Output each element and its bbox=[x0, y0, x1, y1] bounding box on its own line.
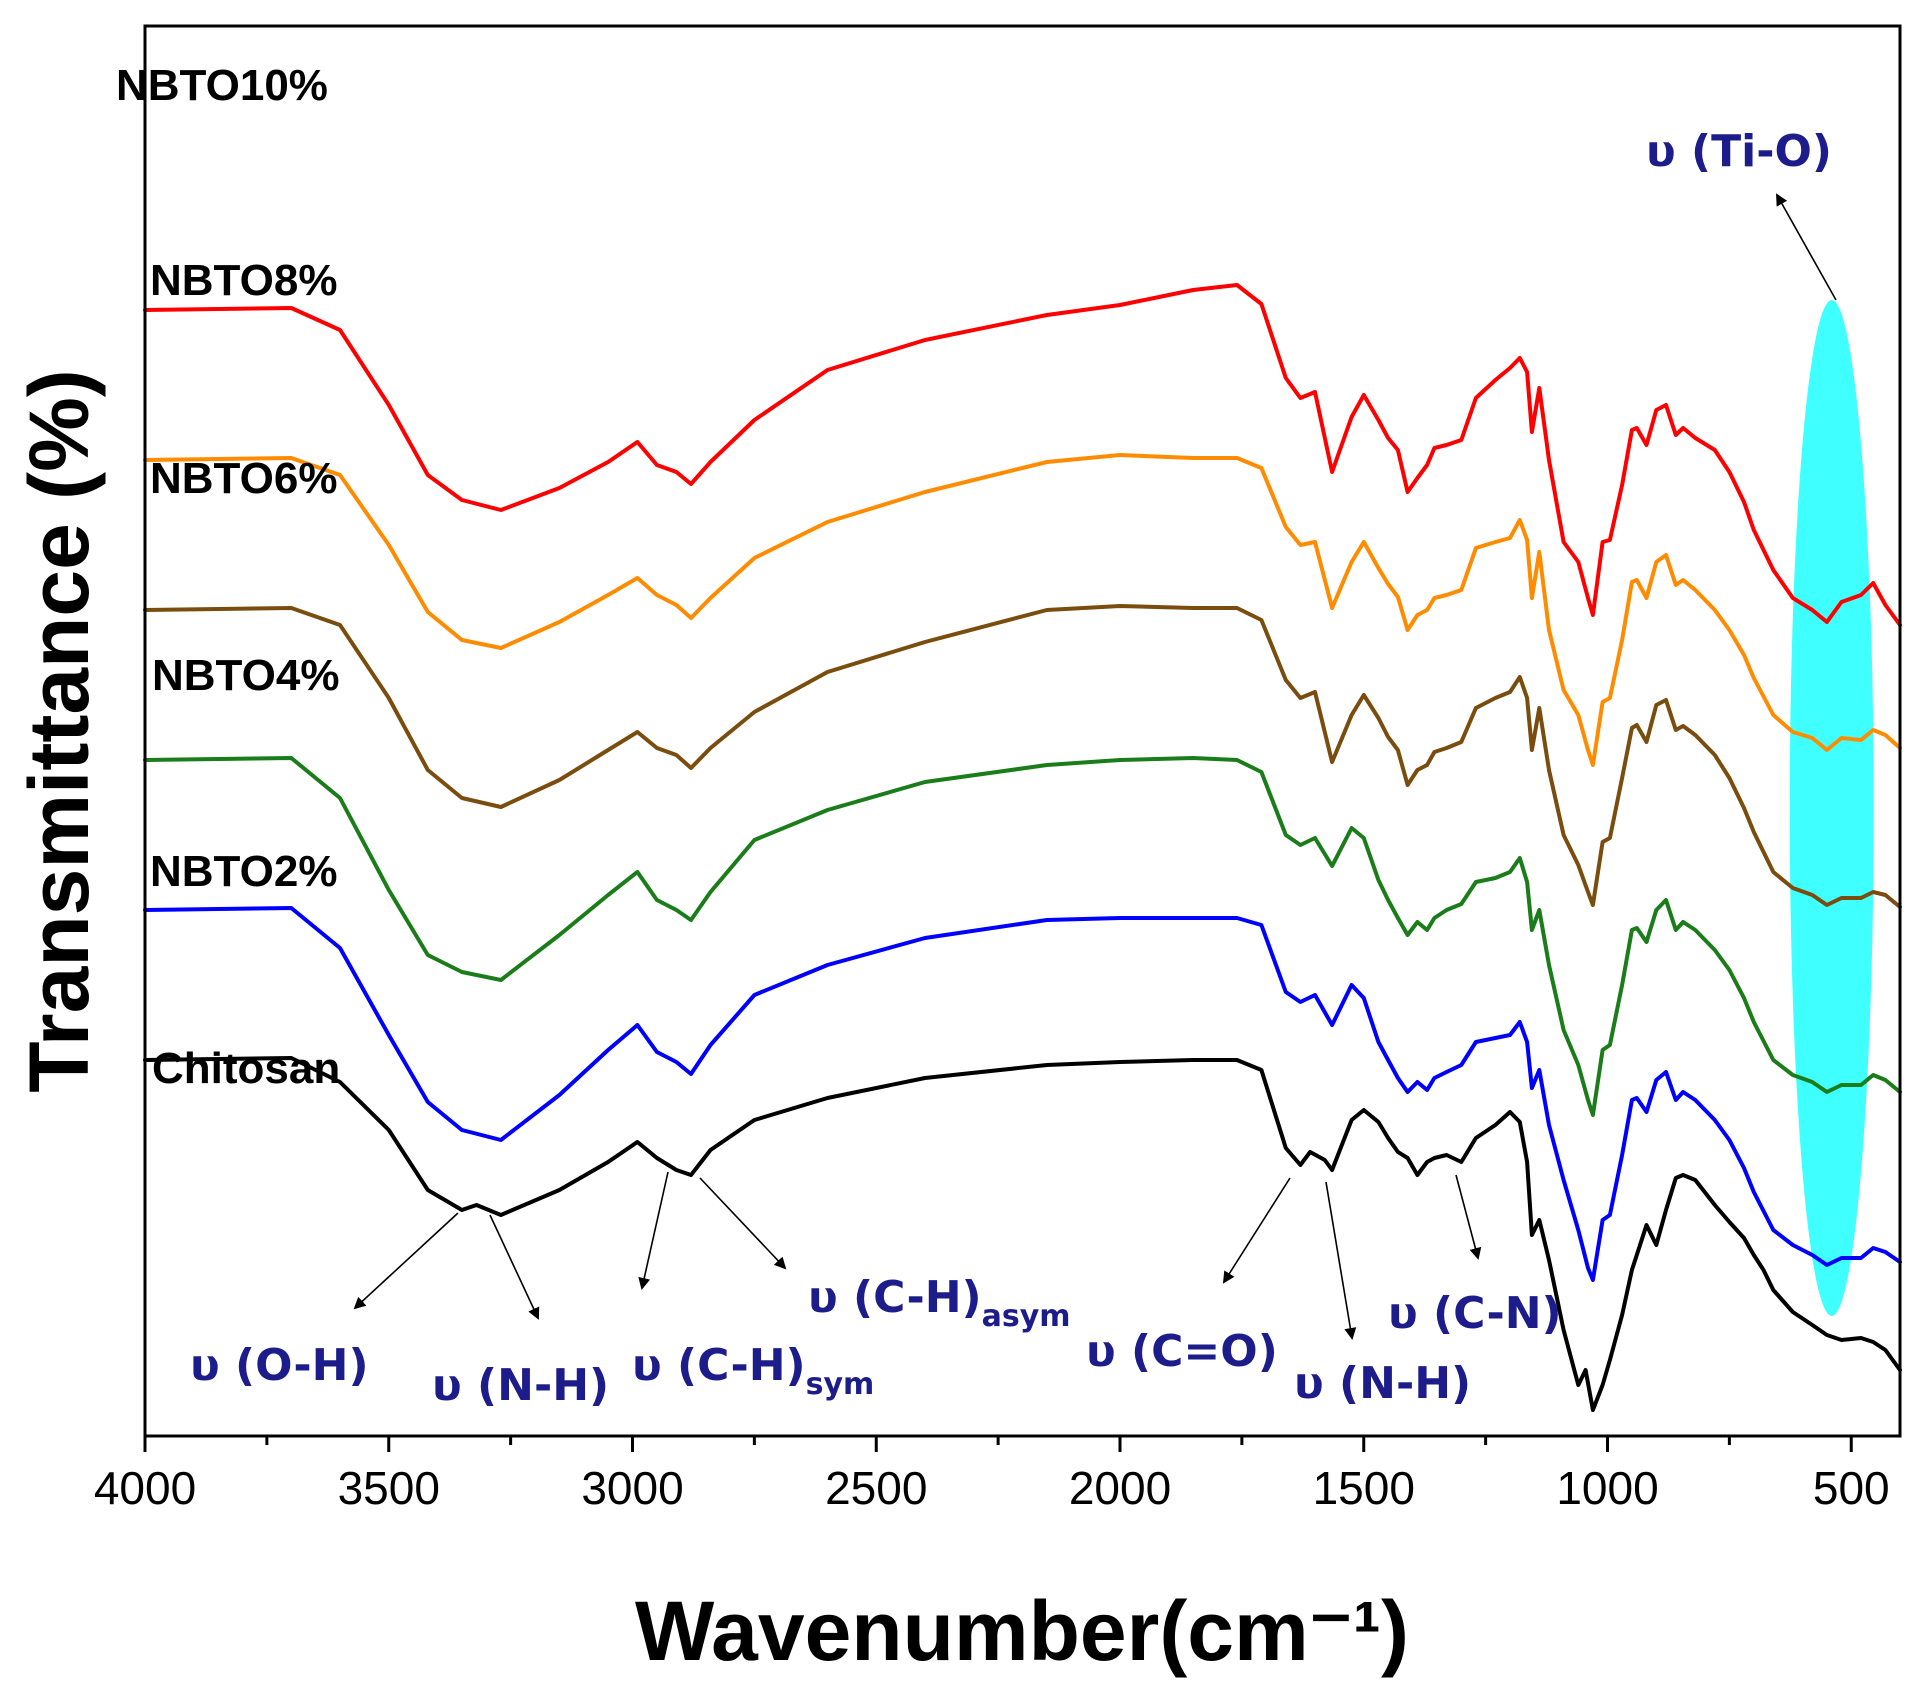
x-tick-label-3000: 3000 bbox=[581, 1462, 683, 1514]
x-ticks: 4000 3500 3000 2500 2000 1500 1000 500 bbox=[94, 1436, 1890, 1514]
label-nh2: υ (N-H) bbox=[1294, 1358, 1471, 1409]
series-line-nbto2pct bbox=[143, 906, 1902, 1282]
label-cn: υ (C-N) bbox=[1388, 1288, 1562, 1339]
series-label-nbto2: NBTO2% bbox=[150, 847, 337, 896]
label-nh1: υ (N-H) bbox=[432, 1360, 609, 1411]
series-labels: NBTO10% NBTO8% NBTO6% NBTO4% NBTO2% Chit… bbox=[116, 61, 340, 1093]
label-chsym: υ (C-H)sym bbox=[632, 1340, 874, 1402]
series-label-nbto8: NBTO8% bbox=[150, 256, 337, 305]
arrow-co bbox=[1222, 1177, 1291, 1284]
x-tick-label-1000: 1000 bbox=[1556, 1462, 1658, 1514]
plot-frame bbox=[143, 24, 1902, 1438]
arrow-oh bbox=[353, 1212, 459, 1310]
series-line-nbto10pct bbox=[143, 283, 1902, 627]
label-oh: υ (O-H) bbox=[190, 1340, 369, 1391]
label-co: υ (C=O) bbox=[1086, 1326, 1278, 1377]
x-tick-label-500: 500 bbox=[1813, 1462, 1890, 1514]
arrow-chsym bbox=[638, 1171, 669, 1290]
x-tick-label-4000: 4000 bbox=[94, 1462, 196, 1514]
label-chasym-main: υ (C-H) bbox=[808, 1272, 982, 1323]
arrow-cn bbox=[1455, 1174, 1482, 1260]
ti-o-highlight-ellipse bbox=[1789, 300, 1874, 1316]
series-line-chitosan bbox=[143, 1056, 1902, 1412]
label-tio: υ (Ti-O) bbox=[1646, 126, 1832, 177]
x-tick-label-2500: 2500 bbox=[825, 1462, 927, 1514]
arrow-nh1 bbox=[489, 1214, 540, 1320]
x-axis-title: Wavenumber(cm⁻¹) bbox=[635, 1584, 1409, 1678]
annotation-labels: υ (O-H) υ (N-H) υ (C-H)sym υ (C-H)asym υ… bbox=[190, 126, 1832, 1411]
label-chsym-main: υ (C-H) bbox=[632, 1340, 806, 1391]
series-group bbox=[143, 283, 1902, 1412]
label-chasym-sub: asym bbox=[982, 1299, 1071, 1334]
x-tick-label-2000: 2000 bbox=[1069, 1462, 1171, 1514]
series-label-nbto10: NBTO10% bbox=[116, 61, 328, 110]
series-label-nbto4: NBTO4% bbox=[152, 651, 339, 700]
y-axis-title: Transmittance (%) bbox=[12, 369, 106, 1093]
series-line-nbto8pct bbox=[143, 453, 1902, 767]
series-line-nbto4pct bbox=[143, 756, 1902, 1117]
series-label-chitosan: Chitosan bbox=[152, 1044, 340, 1093]
arrow-chasym bbox=[699, 1177, 787, 1270]
annotation-arrows bbox=[353, 193, 1837, 1340]
arrow-tio bbox=[1776, 193, 1837, 301]
series-label-nbto6: NBTO6% bbox=[150, 454, 337, 503]
label-chasym: υ (C-H)asym bbox=[808, 1272, 1071, 1334]
x-tick-label-3500: 3500 bbox=[338, 1462, 440, 1514]
label-chsym-sub: sym bbox=[806, 1367, 875, 1402]
arrow-nh2 bbox=[1325, 1181, 1357, 1340]
x-tick-label-1500: 1500 bbox=[1313, 1462, 1415, 1514]
series-line-nbto6pct bbox=[143, 604, 1902, 909]
